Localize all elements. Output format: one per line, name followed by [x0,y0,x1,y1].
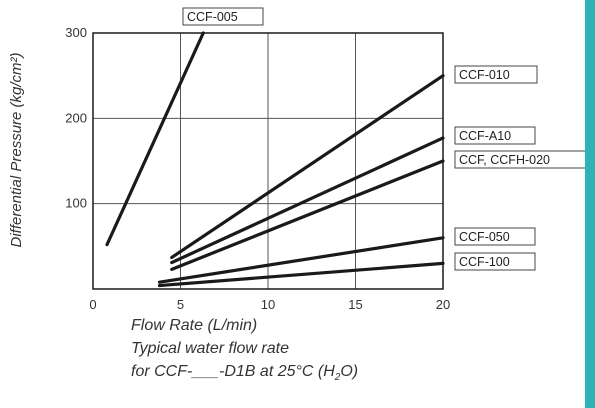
series-line-ccf-100 [157,261,445,288]
series-label-ccf-010: CCF-010 [459,68,510,82]
chart-caption: Flow Rate (L/min) Typical water flow rat… [131,314,358,389]
accent-bar [585,0,595,408]
x-tick-labels: 0 5 10 15 20 [89,297,450,312]
x-tick-20: 20 [436,297,450,312]
series-label-ccf-050: CCF-050 [459,230,510,244]
series-label-ccf-a10: CCF-A10 [459,129,511,143]
series-label-ccf-ccfh-020: CCF, CCFH-020 [459,153,550,167]
series-label-box-ccf-a10 [454,126,536,145]
caption-line-2: Typical water flow rate [131,340,289,357]
caption-subscript: 2 [334,372,341,384]
series-label-box-ccf-050 [454,227,536,246]
y-tick-200: 200 [65,110,87,125]
series-line-ccf-a10 [170,136,445,265]
series-lines [105,31,445,288]
caption-line-3-end: O) [340,363,359,380]
x-tick-10: 10 [261,297,275,312]
caption-line-3: for CCF-___-D1B at 25°C (H2O) [131,360,358,389]
y-tick-100: 100 [65,196,87,211]
series-line-ccf-050 [157,236,445,284]
series-label-box-ccf-ccfh-020 [454,150,585,169]
series-line-ccf-ccfh-020 [170,159,445,271]
series-label-box-ccf-005 [182,7,264,26]
x-axis-label: Flow Rate (L/min) [131,317,258,334]
x-tick-0: 0 [89,297,96,312]
series-line-ccf-010 [170,74,445,260]
series-line-ccf-005 [105,31,205,247]
caption-line-3-text: for CCF-___-D1B at 25°C (H [131,363,335,380]
x-tick-15: 15 [348,297,362,312]
y-axis-label: Differential Pressure (kg/cm²) [8,52,25,247]
series-label-box-ccf-010 [454,65,538,84]
series-label-ccf-005: CCF-005 [187,10,238,24]
gridlines [93,33,443,289]
y-tick-labels: 100 200 300 [65,25,87,211]
series-label-ccf-100: CCF-100 [459,255,510,269]
series-labels: CCF-005 CCF-010 CCF-A10 CCF, CCFH-020 CCF-05… [182,7,585,271]
x-tick-5: 5 [177,297,184,312]
y-tick-300: 300 [65,25,87,40]
series-label-box-ccf-100 [454,252,536,271]
